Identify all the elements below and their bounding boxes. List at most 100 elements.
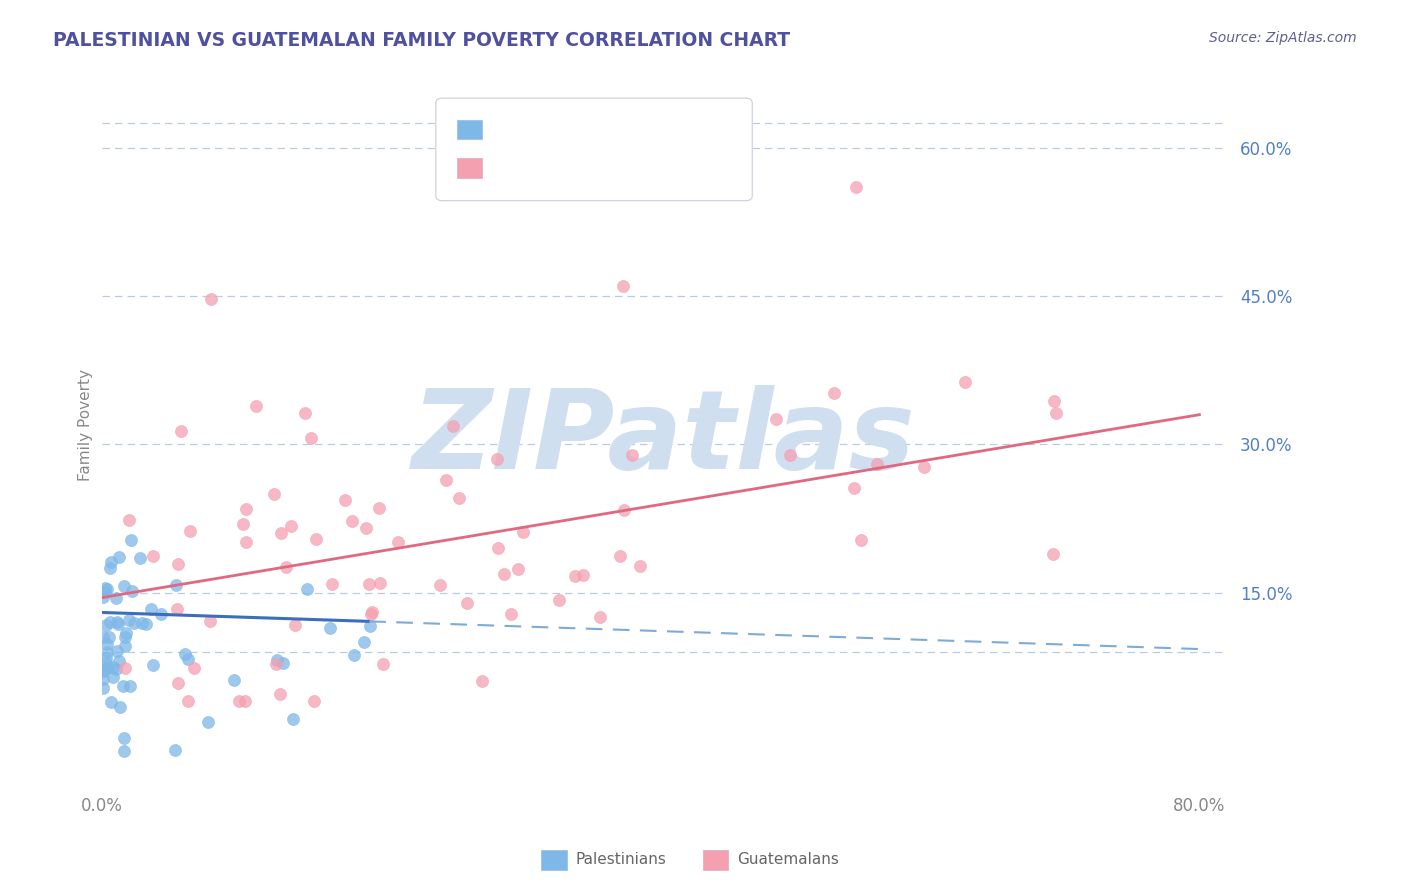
Point — [361, 605, 384, 619]
Y-axis label: Family Poverty: Family Poverty — [79, 368, 93, 481]
Point — [177, 652, 200, 666]
Point — [356, 521, 378, 535]
Point — [245, 400, 267, 414]
Point — [96, 661, 118, 675]
Point — [166, 676, 188, 690]
Point — [107, 617, 129, 632]
Point — [620, 448, 643, 462]
Point — [112, 744, 135, 758]
Point — [359, 619, 381, 633]
Point — [449, 491, 471, 505]
Point — [122, 616, 145, 631]
Point — [823, 385, 845, 400]
Text: 0.401: 0.401 — [534, 161, 585, 175]
Point — [104, 591, 127, 605]
Text: Guatemalans: Guatemalans — [737, 853, 838, 867]
Point — [269, 687, 291, 701]
Point — [494, 566, 516, 581]
Point — [91, 591, 114, 605]
Point — [173, 647, 195, 661]
Point — [353, 635, 375, 649]
Point — [263, 487, 285, 501]
Point — [91, 664, 114, 678]
Point — [274, 560, 297, 574]
Point — [270, 525, 292, 540]
Text: R =: R = — [491, 122, 526, 136]
Point — [319, 621, 342, 635]
Point — [232, 516, 254, 531]
Point — [128, 551, 150, 566]
Point — [613, 503, 636, 517]
Point — [333, 492, 356, 507]
Point — [294, 406, 316, 420]
Point — [149, 607, 172, 622]
Point — [343, 648, 366, 662]
Point — [499, 607, 522, 621]
Point — [1043, 394, 1066, 409]
Point — [94, 585, 117, 599]
Point — [1042, 547, 1064, 561]
Point — [112, 579, 135, 593]
Point — [93, 663, 115, 677]
Point — [96, 637, 118, 651]
Point — [271, 657, 294, 671]
Point — [105, 644, 128, 658]
Point — [91, 681, 114, 695]
Point — [142, 658, 165, 673]
Point — [120, 533, 142, 547]
Text: N = 73: N = 73 — [609, 161, 665, 175]
Point — [114, 631, 136, 645]
Point — [866, 457, 889, 471]
Point — [96, 651, 118, 665]
Point — [264, 657, 287, 671]
Point — [779, 448, 801, 462]
Text: PALESTINIAN VS GUATEMALAN FAMILY POVERTY CORRELATION CHART: PALESTINIAN VS GUATEMALAN FAMILY POVERTY… — [53, 31, 790, 50]
Point — [340, 514, 363, 528]
Point — [91, 630, 114, 644]
Point — [953, 375, 976, 389]
Point — [197, 714, 219, 729]
Point — [100, 695, 122, 709]
Point — [441, 418, 464, 433]
Point — [108, 654, 131, 668]
Point — [471, 673, 494, 688]
Point — [304, 532, 326, 546]
Text: Palestinians: Palestinians — [575, 853, 666, 867]
Point — [506, 562, 529, 576]
Point — [112, 679, 135, 693]
Point — [94, 581, 117, 595]
Point — [368, 500, 391, 515]
Point — [91, 672, 114, 686]
Point — [224, 673, 246, 688]
Point — [165, 577, 187, 591]
Point — [100, 555, 122, 569]
Point — [912, 460, 935, 475]
Point — [198, 615, 221, 629]
Text: N = 62: N = 62 — [609, 122, 665, 136]
Point — [1045, 406, 1067, 420]
Point — [94, 656, 117, 670]
Point — [295, 582, 318, 597]
Point — [321, 576, 343, 591]
Point — [98, 615, 121, 630]
Point — [98, 630, 121, 644]
Point — [842, 481, 865, 495]
Point — [845, 180, 868, 194]
Point — [368, 576, 391, 591]
Point — [266, 653, 288, 667]
Point — [121, 584, 143, 599]
Point — [114, 639, 136, 653]
Point — [96, 645, 118, 659]
Point — [628, 558, 651, 573]
Point — [131, 615, 153, 630]
Point — [302, 694, 325, 708]
Point — [114, 660, 136, 674]
Point — [118, 513, 141, 527]
Point — [547, 592, 569, 607]
Point — [115, 625, 138, 640]
Point — [108, 700, 131, 714]
Point — [105, 615, 128, 630]
Point — [179, 524, 201, 538]
Point — [429, 578, 451, 592]
Point — [170, 424, 193, 438]
